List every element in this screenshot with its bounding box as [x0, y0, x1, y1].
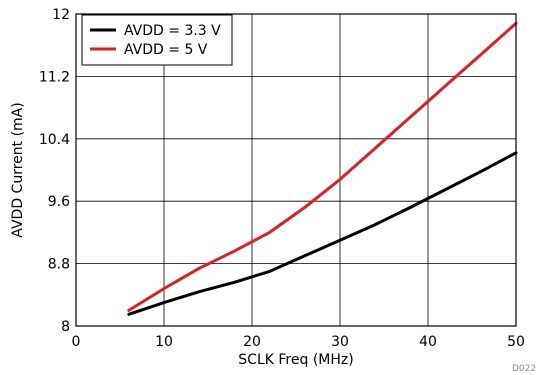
plot-frame — [75, 13, 517, 327]
y-tick-label: 8.8 — [48, 257, 70, 273]
x-tick-labels: 0 10 20 30 40 50 — [72, 334, 525, 350]
figure-id: D022 — [512, 364, 536, 374]
legend-box — [81, 14, 233, 66]
x-tick-label: 50 — [507, 334, 525, 350]
series-line-1 — [127, 21, 518, 312]
y-axis-title: AVDD Current (mA) — [10, 102, 26, 237]
x-tick-label: 30 — [331, 334, 349, 350]
y-tick-label: 10.4 — [39, 132, 70, 148]
series-lines — [127, 21, 518, 316]
x-tick-label: 20 — [243, 334, 261, 350]
x-tick-label: 10 — [155, 334, 173, 350]
y-tick-label: 11.2 — [39, 69, 70, 85]
legend: AVDD = 3.3 V AVDD = 5 V — [81, 14, 233, 66]
series-line-0 — [127, 151, 518, 316]
y-tick-label: 9.6 — [48, 194, 70, 210]
x-tick-label: 0 — [72, 334, 81, 350]
legend-label-avdd-5v: AVDD = 5 V — [124, 42, 208, 58]
x-tick-label: 40 — [419, 334, 437, 350]
legend-label-avdd-3v3: AVDD = 3.3 V — [124, 23, 221, 39]
y-tick-labels: 8 8.8 9.6 10.4 11.2 12 — [39, 7, 70, 335]
x-axis-title: SCLK Freq (MHz) — [238, 352, 353, 368]
y-tick-label: 12 — [52, 7, 70, 23]
y-tick-label: 8 — [61, 319, 70, 335]
